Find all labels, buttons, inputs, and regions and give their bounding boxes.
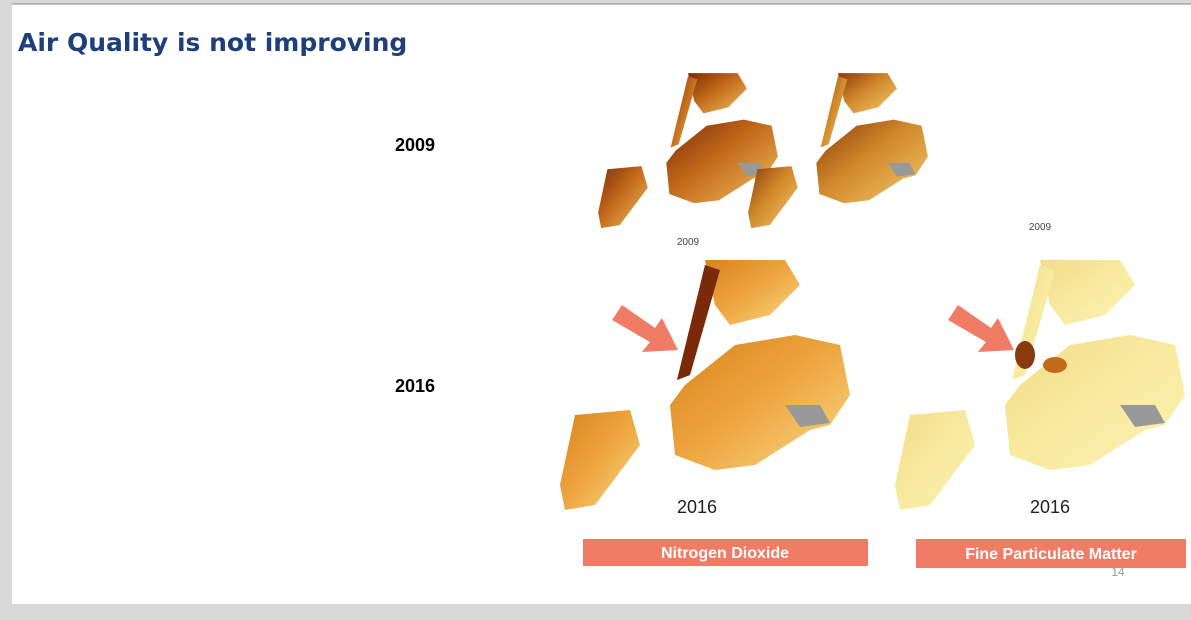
pollutant-label: Nitrogen Dioxide bbox=[661, 545, 789, 562]
row-label: 2009 bbox=[395, 135, 435, 155]
arrow bbox=[948, 305, 1014, 352]
map-caption: 2009 bbox=[1029, 222, 1052, 233]
label-bar bbox=[916, 539, 1186, 568]
arrow bbox=[612, 305, 678, 352]
map bbox=[895, 260, 1185, 510]
map-caption: 2016 bbox=[677, 497, 717, 517]
row-label: 2016 bbox=[395, 376, 435, 396]
slide-bg bbox=[12, 4, 1191, 604]
map-caption: 2009 bbox=[677, 237, 700, 248]
title: Air Quality is not improving bbox=[18, 28, 407, 57]
map-caption: 2016 bbox=[1030, 497, 1070, 517]
pollutant-label: Fine Particulate Matter bbox=[965, 546, 1137, 563]
map bbox=[560, 260, 850, 510]
label-bar bbox=[583, 539, 868, 566]
map bbox=[748, 73, 928, 229]
page-number: 14 bbox=[1111, 565, 1125, 579]
